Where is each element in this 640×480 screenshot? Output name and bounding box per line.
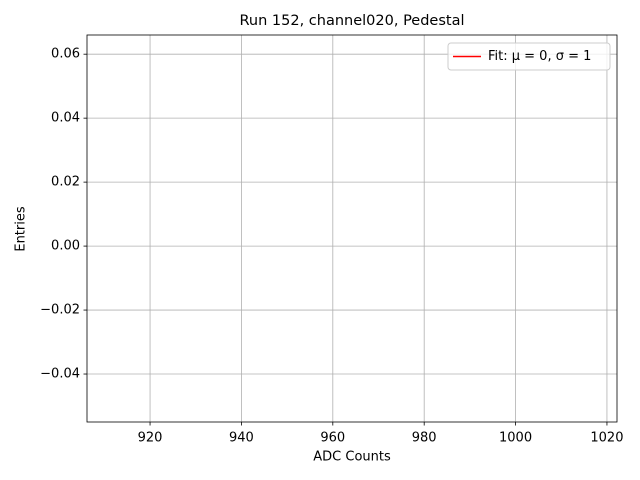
x-axis-label: ADC Counts: [313, 450, 391, 465]
x-tick-label: 940: [229, 431, 254, 446]
x-tick-label: 980: [412, 431, 437, 446]
legend-label: Fit: μ = 0, σ = 1: [488, 49, 591, 64]
y-tick-label: −0.02: [40, 303, 80, 318]
chart-title: Run 152, channel020, Pedestal: [239, 13, 464, 29]
x-tick-label: 920: [138, 431, 163, 446]
y-tick-label: −0.04: [40, 367, 80, 382]
legend-box: [447, 42, 611, 71]
x-tick-label: 1020: [590, 431, 623, 446]
x-tick-label: 1000: [499, 431, 532, 446]
x-tick-label: 960: [320, 431, 345, 446]
y-axis-label: Entries: [14, 206, 29, 252]
y-tick-label: 0.06: [51, 47, 80, 62]
y-tick-label: 0.04: [51, 111, 80, 126]
axes-frame: [86, 34, 618, 423]
y-tick-label: 0.00: [51, 239, 80, 254]
y-tick-label: 0.02: [51, 175, 80, 190]
